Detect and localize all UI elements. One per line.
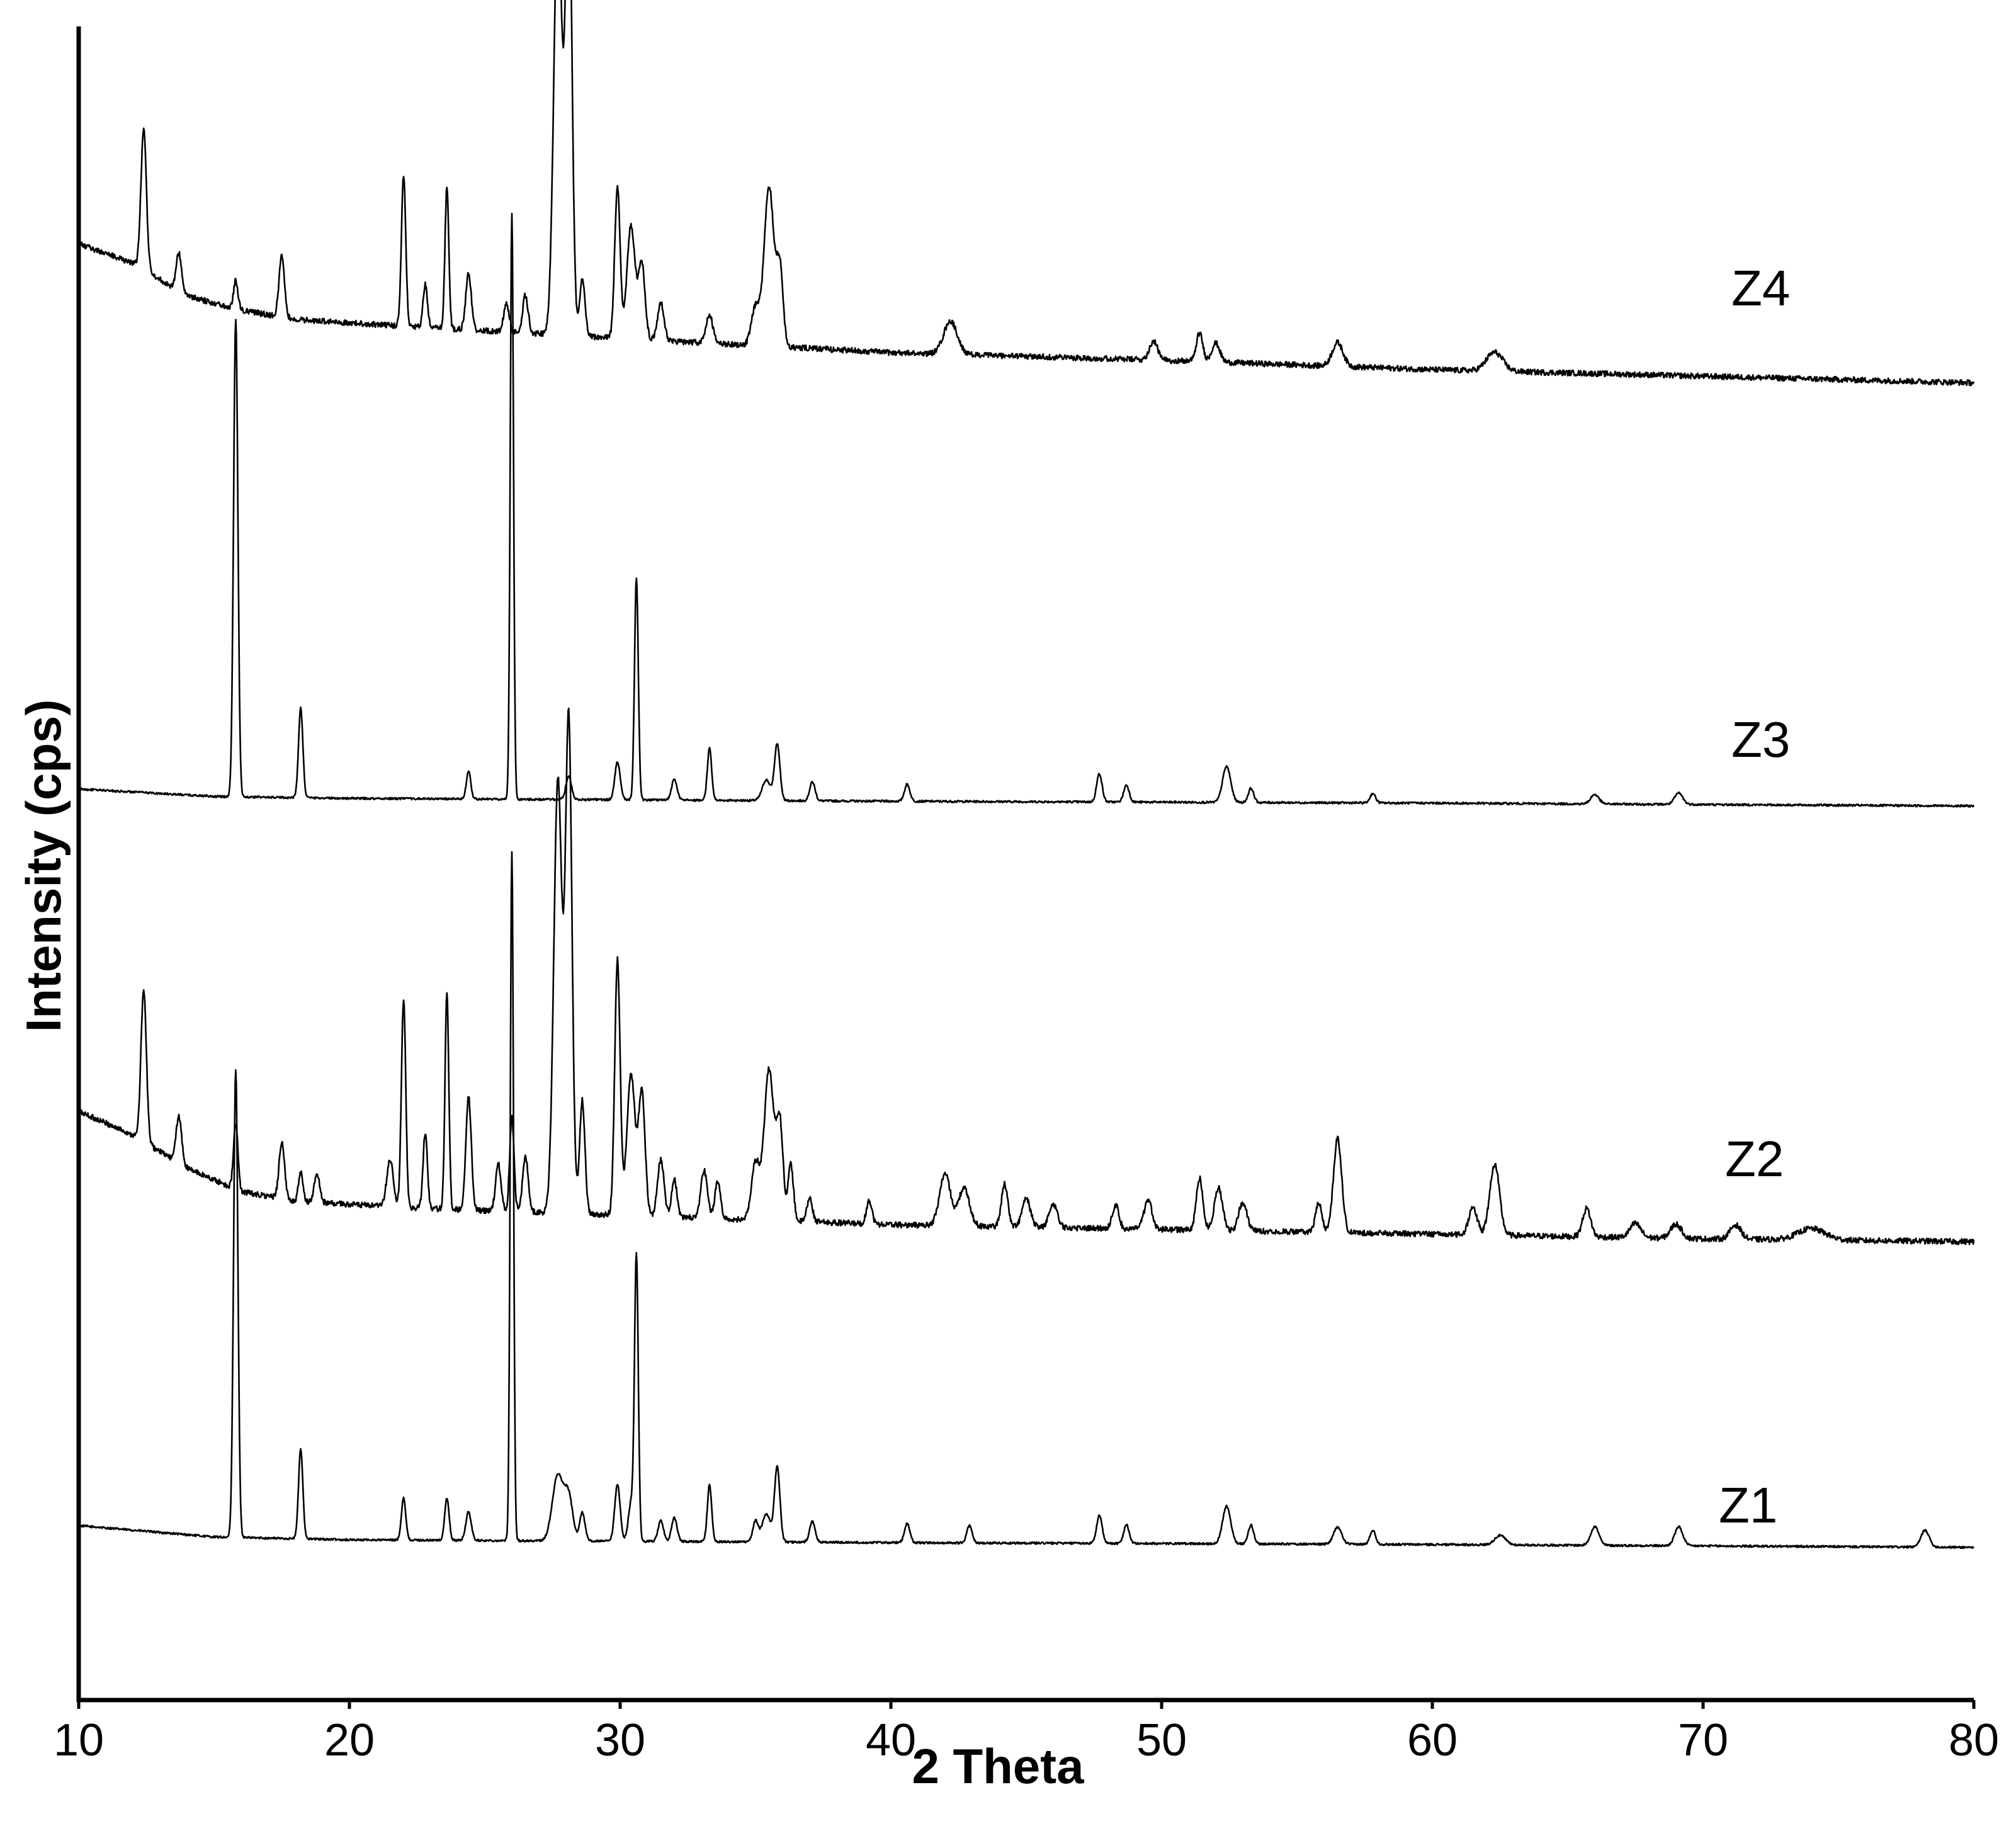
series-line-z4	[78, 0, 1975, 387]
x-tick-label: 50	[1136, 1715, 1187, 1766]
x-axis-title: 2 Theta	[912, 1738, 1084, 1794]
series-line-z2	[77, 707, 1975, 1245]
x-tick-label: 80	[1949, 1715, 1999, 1766]
series-label-z2: Z2	[1725, 1131, 1784, 1187]
series-label-z3: Z3	[1731, 711, 1790, 768]
series-line-z3	[78, 212, 1975, 808]
x-tick-label: 40	[866, 1715, 916, 1766]
series-label-z1: Z1	[1719, 1477, 1777, 1533]
plot-area: Z1 Z2 Z3 Z4	[77, 0, 1975, 1550]
x-tick-label: 70	[1678, 1715, 1728, 1766]
x-tick-label: 60	[1407, 1715, 1458, 1766]
series-line-z1	[77, 851, 1975, 1550]
x-axis-ticks: 10 20 30 40 50 60 70 80	[54, 1700, 1999, 1766]
x-tick-label: 30	[595, 1715, 645, 1766]
series-label-z4: Z4	[1731, 260, 1790, 316]
x-tick-label: 20	[324, 1715, 375, 1766]
y-axis-title: Intensity (cps)	[16, 700, 71, 1033]
x-tick-label: 10	[54, 1715, 104, 1766]
